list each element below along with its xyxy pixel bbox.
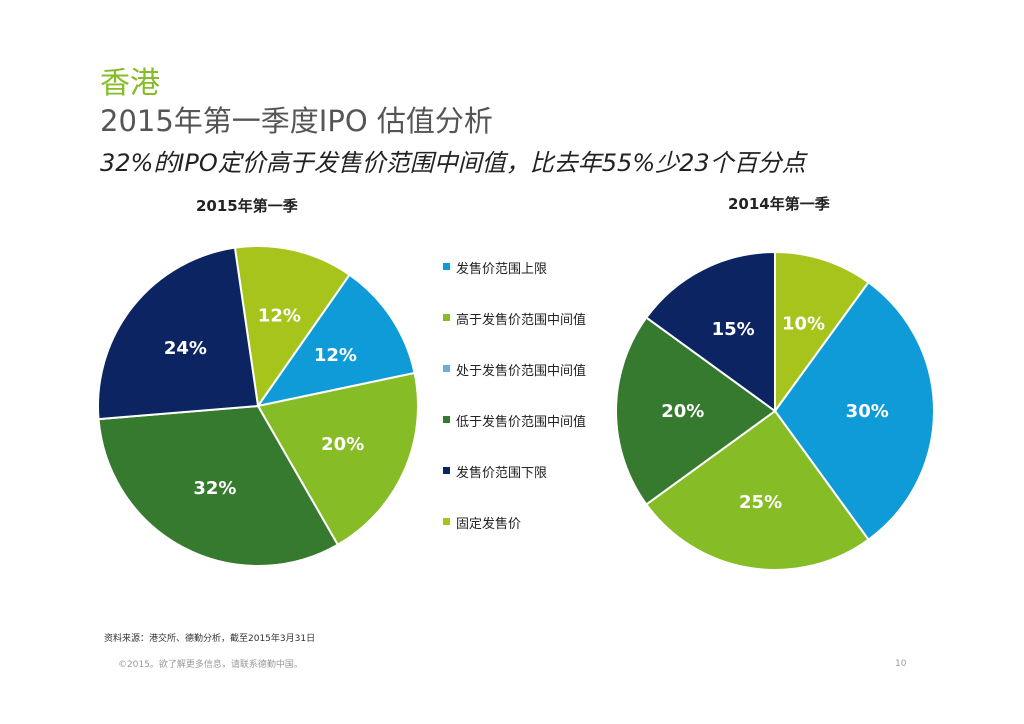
pie-slice [615,316,777,506]
legend-item: 固定发售价 [443,513,586,564]
page-title: 2015年第一季度IPO 估值分析 [100,104,493,138]
slice-label: 12% [314,345,357,366]
legend: 发售价范围上限高于发售价范围中间值 处于发售价范围中间值 低于发售价范围中间值 发售价… [443,258,586,564]
pie-slice [644,250,776,413]
legend-swatch [443,467,450,474]
legend-label: 高于发售价范围中间值 [456,313,587,328]
pie-slice [644,409,870,571]
subtitle: 32%的IPO定价高于发售价范围中间值，比去年55%少23个百分点 [100,149,806,177]
pie-slice [97,246,260,421]
chart-title-2015: 2015年第一季 [196,197,298,215]
legend-swatch [443,365,450,372]
slice-label: 20% [321,434,364,455]
legend-swatch [443,518,450,525]
pie-2014: 10% 30% 25% 20% 15% [615,250,935,571]
page-number: 10 [895,659,907,669]
legend-item: 处于发售价范围中间值 [443,360,586,411]
slice-label: 24% [164,338,207,359]
slice-label: 10% [782,313,825,334]
legend-item: 发售价范围上限 [443,258,586,309]
pie-slice [774,250,870,415]
chart-title-2014: 2014年第一季 [728,195,830,213]
region-title: 香港 [100,66,160,101]
slice-label: 15% [712,319,755,340]
legend-label: 发售价范围下限 [456,466,548,481]
source-note: 资料来源：港交所、德勤分析，截至2015年3月31日 [104,634,316,644]
pie-slice [233,245,351,409]
pie-slice [773,280,935,542]
legend-item: 低于发售价范围中间值 [443,411,586,462]
slice-label: 12% [258,306,301,327]
legend-swatch [443,263,450,270]
legend-label: 固定发售价 [456,517,522,532]
pie-slice [256,371,419,547]
footer: ©2015。欲了解更多信息，请联系德勤中国。 [118,660,303,670]
legend-label: 发售价范围上限 [456,262,548,277]
pie-slice [97,404,340,567]
legend-label: 低于发售价范围中间值 [456,415,587,430]
legend-swatch [443,416,450,423]
slice-label: 25% [739,492,782,513]
legend-label: 处于发售价范围中间值 [456,364,587,379]
legend-item: 发售价范围下限 [443,462,586,513]
slice-label: 30% [846,401,889,422]
pie-2015: 12% 12% 20% 32% 24% [97,245,419,567]
legend-item: 高于发售价范围中间值 [443,309,586,360]
legend-swatch [443,314,450,321]
slice-label: 32% [193,478,236,499]
pie-slice [255,273,416,408]
slice-label: 20% [661,401,704,422]
